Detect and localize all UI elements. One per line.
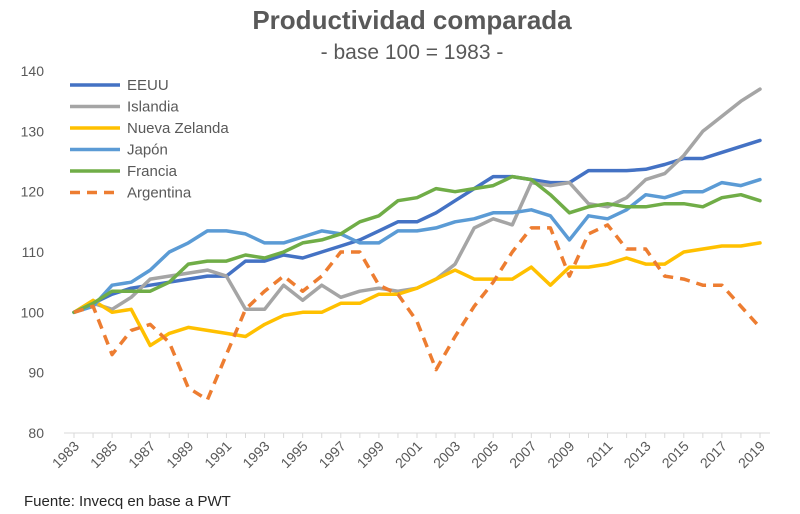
series-line-eeuu <box>72 138 762 315</box>
y-tick-label: 110 <box>22 244 45 260</box>
x-tick-label: 2007 <box>506 438 539 471</box>
x-tick-label: 2017 <box>697 438 730 471</box>
x-tick-label: 1987 <box>125 438 158 471</box>
x-tick-label: 1991 <box>201 438 234 471</box>
x-axis-ticks: 1983 1985 1987 1989 1991 1993 1995 1997 1999 2001… <box>49 433 768 471</box>
x-tick-label: 2005 <box>468 438 501 471</box>
series-line-argentina <box>73 223 762 402</box>
y-tick-label: 140 <box>21 63 45 79</box>
legend-label: Japón <box>127 142 168 159</box>
x-tick-label: 1995 <box>277 438 310 471</box>
y-tick-label: 130 <box>21 123 45 139</box>
series-lines <box>72 87 762 402</box>
x-tick-label: 1985 <box>87 438 120 471</box>
x-tick-label: 2009 <box>544 438 577 471</box>
x-tick-label: 1999 <box>354 438 387 471</box>
y-tick-label: 90 <box>28 365 44 381</box>
legend-label: Islandia <box>127 99 179 116</box>
legend-label: EEUU <box>127 77 169 94</box>
x-tick-label: 1997 <box>316 438 349 471</box>
y-tick-label: 80 <box>28 425 44 441</box>
legend-label: Francia <box>127 163 178 180</box>
chart-subtitle: - base 100 = 1983 - <box>321 41 504 64</box>
y-tick-label: 100 <box>21 304 45 320</box>
series-line-francia <box>72 174 762 315</box>
source-note: Fuente: Invecq en base a PWT <box>24 493 231 510</box>
y-axis-ticks: 80 90 100 110 120 130 140 <box>21 63 45 441</box>
x-tick-label: 2019 <box>735 438 768 471</box>
x-tick-label: 2011 <box>583 438 616 471</box>
series-line-nueva-zelanda <box>72 241 762 348</box>
x-tick-label: 2013 <box>620 438 653 471</box>
x-tick-label: 1989 <box>163 438 196 471</box>
x-tick-label: 2015 <box>659 438 692 471</box>
chart-title: Productividad comparada <box>252 5 572 35</box>
x-tick-label: 1983 <box>49 438 82 471</box>
legend-label: Nueva Zelanda <box>127 120 229 137</box>
legend: EEUU Islandia Nueva Zelanda Japón Francia Arg… <box>70 77 229 202</box>
x-tick-label: 2001 <box>392 438 425 471</box>
series-line-japon <box>72 177 762 315</box>
y-tick-label: 120 <box>21 184 45 200</box>
legend-label: Argentina <box>127 185 192 202</box>
x-tick-label: 2003 <box>430 438 463 471</box>
x-tick-label: 1993 <box>239 438 272 471</box>
